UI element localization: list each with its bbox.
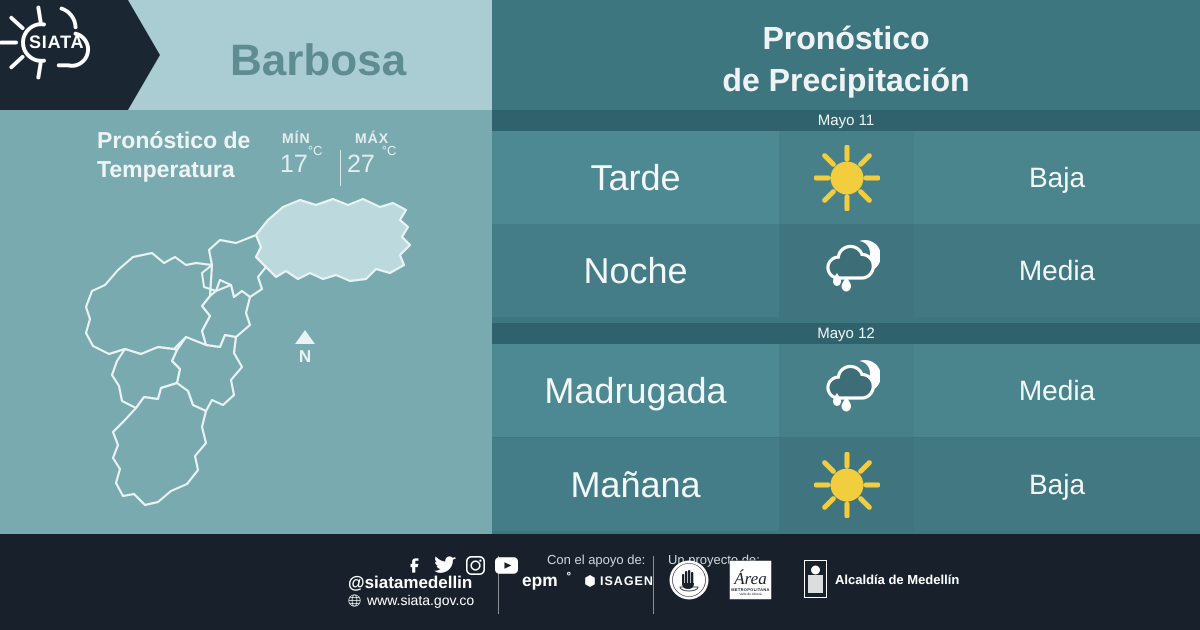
svg-text:epm: epm: [522, 571, 558, 590]
svg-text:Valle de Aburrá: Valle de Aburrá: [739, 592, 761, 596]
svg-text:Área: Área: [733, 569, 766, 588]
